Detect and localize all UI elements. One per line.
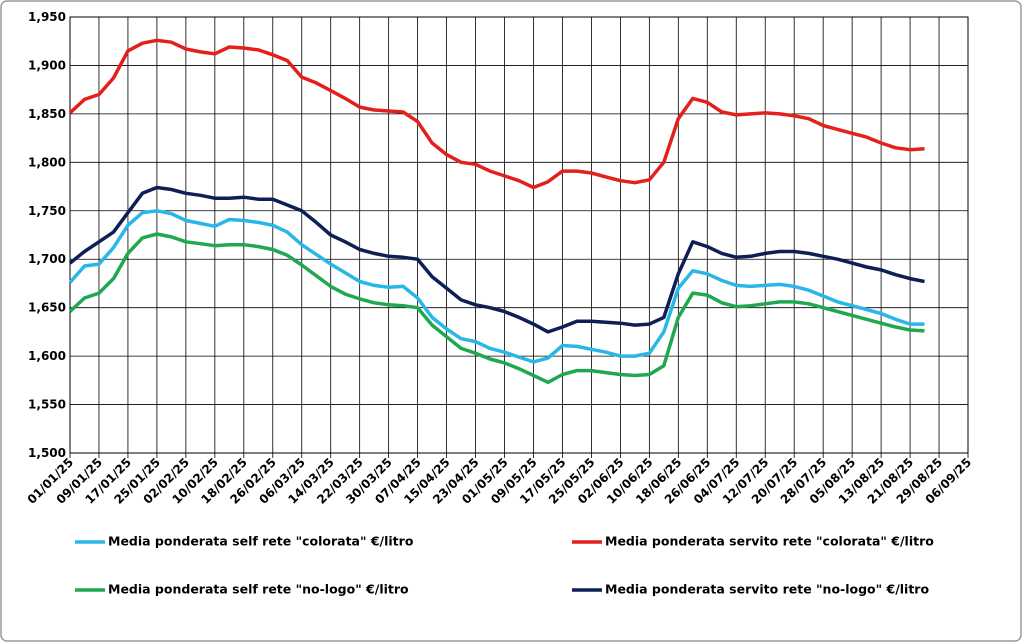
data-line <box>68 209 925 364</box>
data-line <box>68 232 925 385</box>
legend-label: Media ponderata self rete "no-logo" €/li… <box>108 582 409 597</box>
y-tick-label: 1,900 <box>28 58 66 72</box>
y-tick-label: 1,750 <box>28 204 66 218</box>
data-line <box>68 38 925 190</box>
y-tick-label: 1,650 <box>28 301 66 315</box>
y-tick-label: 1,700 <box>28 252 66 266</box>
y-tick-label: 1,850 <box>28 107 66 121</box>
legend-label: Media ponderata servito rete "colorata" … <box>605 534 934 549</box>
y-tick-label: 1,500 <box>28 446 66 460</box>
data-line <box>68 185 925 334</box>
legend-label: Media ponderata servito rete "no-logo" €… <box>605 582 929 597</box>
y-tick-label: 1,600 <box>28 349 66 363</box>
plot-border <box>69 16 969 454</box>
y-tick-label: 1,800 <box>28 155 66 169</box>
legend-label: Media ponderata self rete "colorata" €/l… <box>108 534 414 549</box>
y-tick-label: 1,950 <box>28 10 66 24</box>
y-tick-label: 1,550 <box>28 398 66 412</box>
